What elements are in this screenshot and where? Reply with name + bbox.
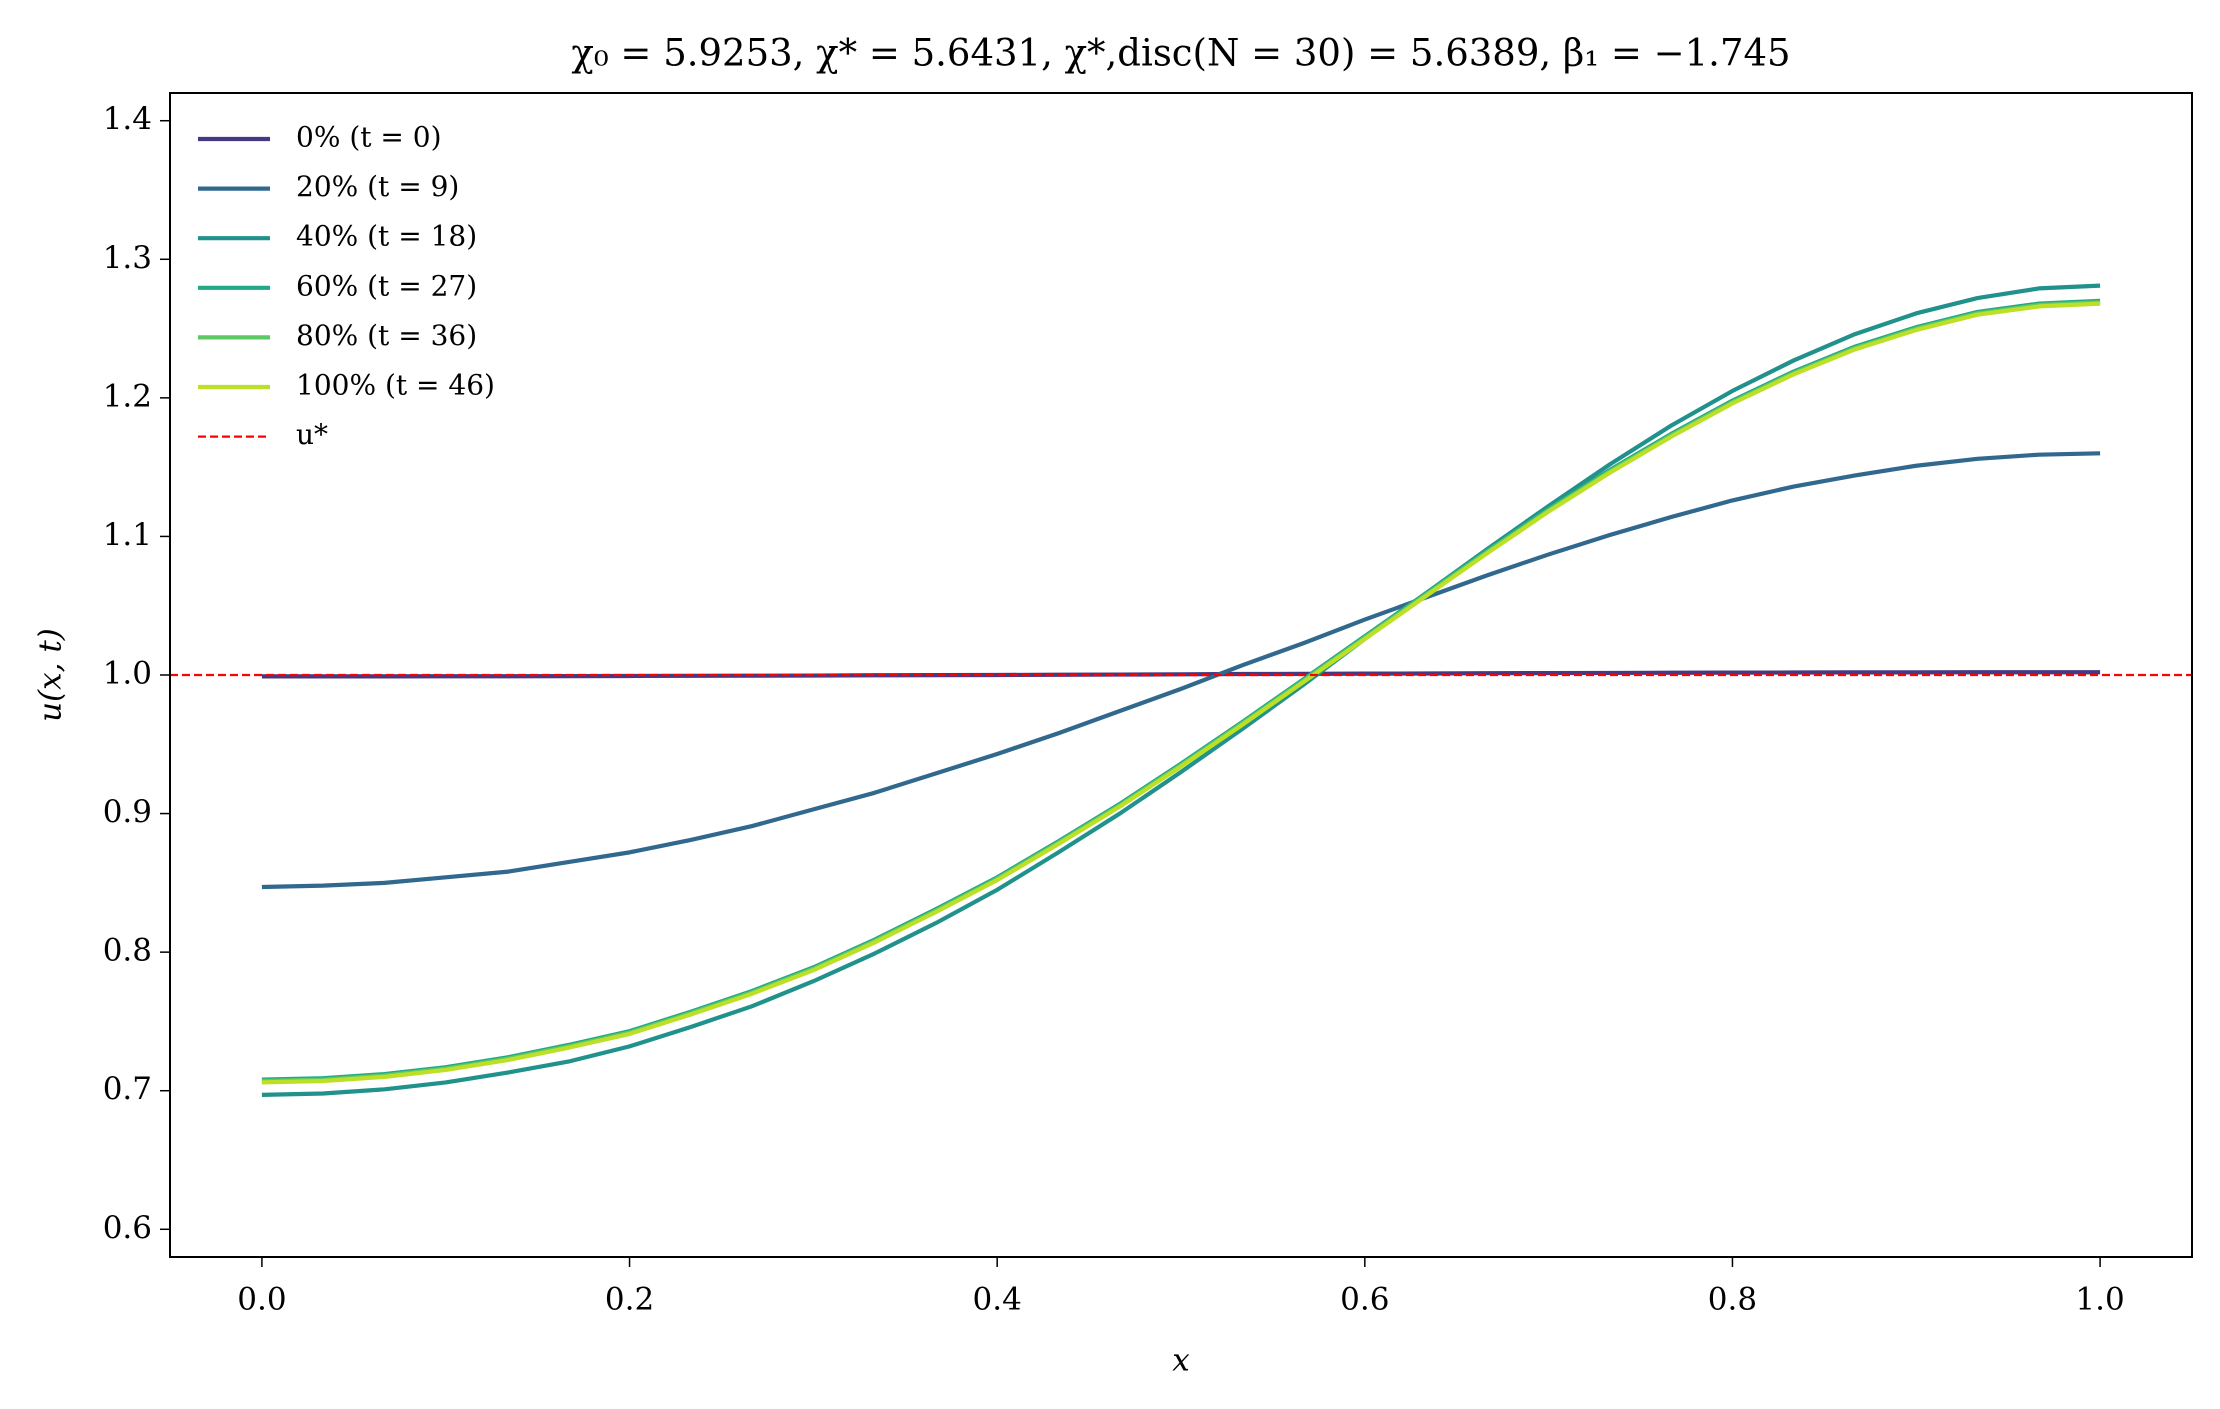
y-tick-label: 1.4 (103, 101, 152, 137)
plot-frame (169, 92, 2193, 1258)
x-axis-label: x (1172, 1343, 1190, 1379)
series-line (261, 451, 2101, 890)
y-tick-label: 1.0 (103, 656, 152, 692)
x-tick-label: 1.0 (2075, 1282, 2124, 1318)
y-tick-label: 1.3 (103, 240, 152, 276)
y-tick-label: 1.2 (103, 378, 152, 414)
legend-label: u* (296, 418, 328, 451)
chart-title: χ₀ = 5.9253, χ* = 5.6431, χ*,disc(N = 30… (571, 32, 1790, 75)
series-line (261, 283, 2101, 1097)
y-axis-label: u(x, t) (33, 628, 69, 722)
y-tick-label: 0.6 (103, 1210, 152, 1246)
legend-label: 100% (t = 46) (296, 369, 495, 402)
legend-label: 40% (t = 18) (296, 220, 477, 253)
legend-label: 0% (t = 0) (296, 121, 442, 154)
y-tick-label: 1.1 (103, 517, 152, 553)
series-line (261, 300, 2101, 1084)
y-tick-label: 0.9 (103, 794, 152, 830)
x-tick-label: 0.6 (1340, 1282, 1389, 1318)
x-tick-label: 0.0 (237, 1282, 286, 1318)
legend-label: 60% (t = 27) (296, 269, 477, 302)
legend-label: 80% (t = 36) (296, 319, 477, 352)
series-line (261, 301, 2101, 1085)
x-tick-label: 0.8 (1708, 1282, 1757, 1318)
x-tick-label: 0.4 (973, 1282, 1022, 1318)
x-tick-label: 0.2 (605, 1282, 654, 1318)
y-tick-label: 0.7 (103, 1071, 152, 1107)
legend-label: 20% (t = 9) (296, 170, 459, 203)
y-tick-label: 0.8 (103, 933, 152, 969)
